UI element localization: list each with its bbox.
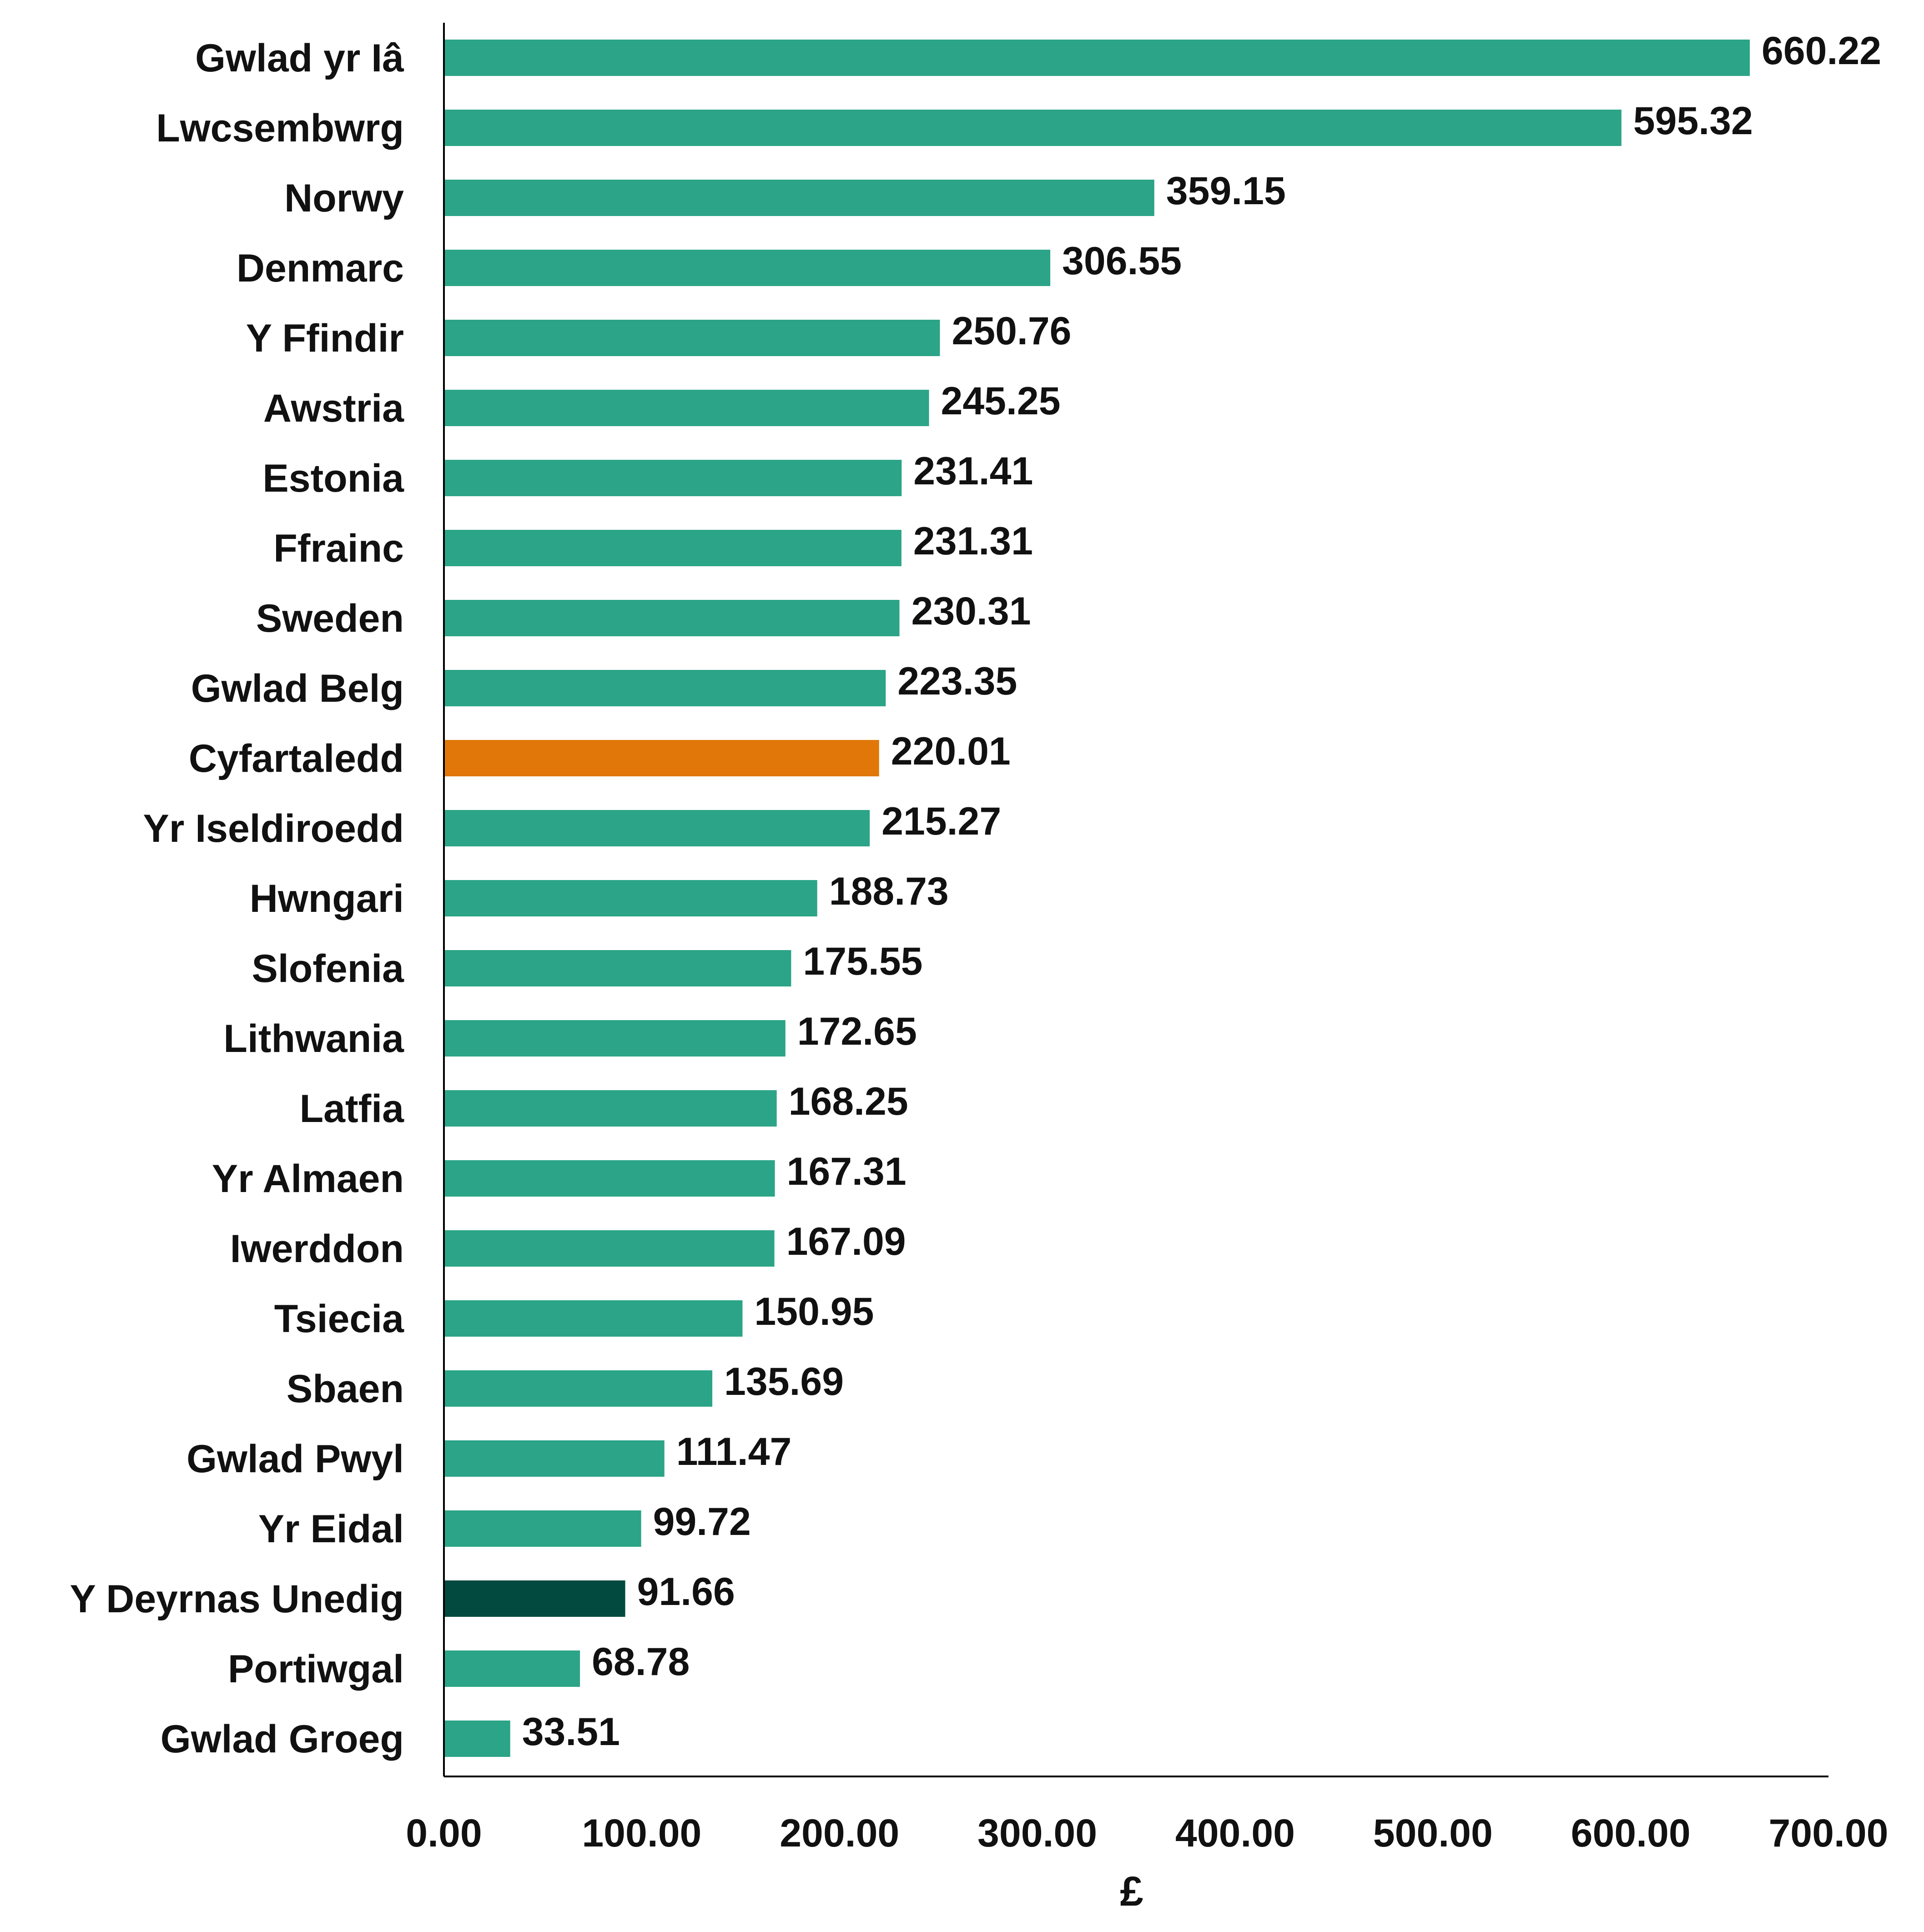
bar bbox=[444, 320, 940, 356]
category-label: Gwlad yr Iâ bbox=[195, 36, 404, 80]
x-tick-label: 300.00 bbox=[977, 1811, 1097, 1855]
bar bbox=[444, 600, 900, 636]
bar bbox=[444, 390, 929, 426]
value-label: 230.31 bbox=[912, 589, 1031, 633]
value-label: 33.51 bbox=[522, 1710, 620, 1754]
bar bbox=[444, 1650, 580, 1687]
bar bbox=[444, 1580, 625, 1617]
value-label: 68.78 bbox=[592, 1640, 690, 1684]
value-label: 91.66 bbox=[637, 1570, 735, 1614]
bar bbox=[444, 460, 902, 496]
bar bbox=[444, 810, 870, 846]
category-label: Cyfartaledd bbox=[189, 737, 404, 780]
bar bbox=[444, 1370, 713, 1407]
bar bbox=[444, 1230, 775, 1267]
x-tick-label: 400.00 bbox=[1175, 1811, 1295, 1855]
bar bbox=[444, 110, 1622, 146]
category-label: Portiwgal bbox=[228, 1647, 404, 1691]
bar bbox=[444, 1510, 641, 1547]
value-label: 135.69 bbox=[724, 1360, 844, 1404]
category-label: Yr Almaen bbox=[212, 1157, 404, 1201]
value-label: 306.55 bbox=[1062, 239, 1182, 283]
value-label: 215.27 bbox=[881, 800, 1001, 843]
x-tick-label: 600.00 bbox=[1571, 1811, 1691, 1855]
value-label: 595.32 bbox=[1633, 99, 1753, 143]
category-label: Denmarc bbox=[237, 247, 404, 290]
bar bbox=[444, 530, 902, 566]
value-label: 168.25 bbox=[789, 1080, 908, 1123]
category-label: Tsiecia bbox=[274, 1297, 404, 1341]
category-label: Ffrainc bbox=[273, 527, 404, 570]
value-label: 188.73 bbox=[829, 870, 949, 913]
value-label: 223.35 bbox=[897, 659, 1017, 703]
bar bbox=[444, 1440, 665, 1477]
x-tick-label: 500.00 bbox=[1373, 1811, 1493, 1855]
category-label: Gwlad Belg bbox=[191, 667, 404, 710]
value-label: 359.15 bbox=[1166, 169, 1286, 213]
bar bbox=[444, 1721, 510, 1757]
bar bbox=[444, 1020, 786, 1057]
x-tick-label: 0.00 bbox=[406, 1811, 482, 1855]
value-label: 167.09 bbox=[786, 1220, 906, 1263]
category-label: Gwlad Pwyl bbox=[186, 1437, 404, 1481]
bar bbox=[444, 950, 791, 986]
category-label: Lwcsembwrg bbox=[156, 106, 404, 150]
x-tick-label: 100.00 bbox=[582, 1811, 701, 1855]
value-label: 250.76 bbox=[952, 309, 1071, 353]
category-label: Yr Eidal bbox=[258, 1507, 404, 1551]
value-label: 175.55 bbox=[803, 940, 922, 983]
bar bbox=[444, 180, 1154, 216]
value-label: 111.47 bbox=[676, 1430, 792, 1474]
x-axis-title: £ bbox=[1120, 1868, 1143, 1915]
value-label: 660.22 bbox=[1762, 29, 1881, 73]
value-label: 172.65 bbox=[797, 1010, 917, 1053]
bar bbox=[444, 40, 1750, 76]
category-label: Lithwania bbox=[223, 1017, 404, 1061]
category-label: Awstria bbox=[263, 387, 404, 430]
bar bbox=[444, 1300, 743, 1337]
value-label: 167.31 bbox=[787, 1150, 907, 1193]
value-label: 220.01 bbox=[891, 730, 1011, 773]
category-label: Y Deyrnas Unedig bbox=[70, 1577, 404, 1621]
category-label: Gwlad Groeg bbox=[161, 1717, 404, 1761]
category-label: Estonia bbox=[262, 457, 404, 500]
x-axis: 0.00 100.00 200.00 300.00 400.00 500.00 600.00… bbox=[406, 1776, 1889, 1855]
x-tick-label: 700.00 bbox=[1768, 1811, 1888, 1855]
bar bbox=[444, 740, 879, 776]
category-label: Hwngari bbox=[250, 877, 404, 921]
category-label: Yr Iseldiroedd bbox=[143, 807, 404, 850]
bar bbox=[444, 250, 1051, 286]
category-labels: Gwlad yr Iâ Lwcsembwrg Norwy Denmarc Y Ffind… bbox=[70, 36, 405, 1761]
bar bbox=[444, 1160, 775, 1197]
x-tick-label: 200.00 bbox=[780, 1811, 899, 1855]
value-label: 99.72 bbox=[653, 1500, 751, 1544]
bars-group bbox=[444, 40, 1750, 1757]
bar bbox=[444, 1090, 777, 1127]
value-label: 231.41 bbox=[913, 449, 1033, 493]
value-label: 231.31 bbox=[913, 519, 1033, 563]
category-label: Iwerddon bbox=[230, 1227, 404, 1271]
value-label: 245.25 bbox=[941, 379, 1060, 423]
category-label: Norwy bbox=[284, 176, 404, 220]
bar bbox=[444, 670, 886, 706]
category-label: Latfia bbox=[300, 1087, 405, 1131]
category-label: Sweden bbox=[256, 597, 404, 640]
bar bbox=[444, 880, 817, 916]
category-label: Slofenia bbox=[252, 947, 404, 991]
category-label: Sbaen bbox=[287, 1367, 404, 1411]
category-label: Y Ffindir bbox=[246, 317, 404, 360]
value-label: 150.95 bbox=[754, 1290, 874, 1333]
